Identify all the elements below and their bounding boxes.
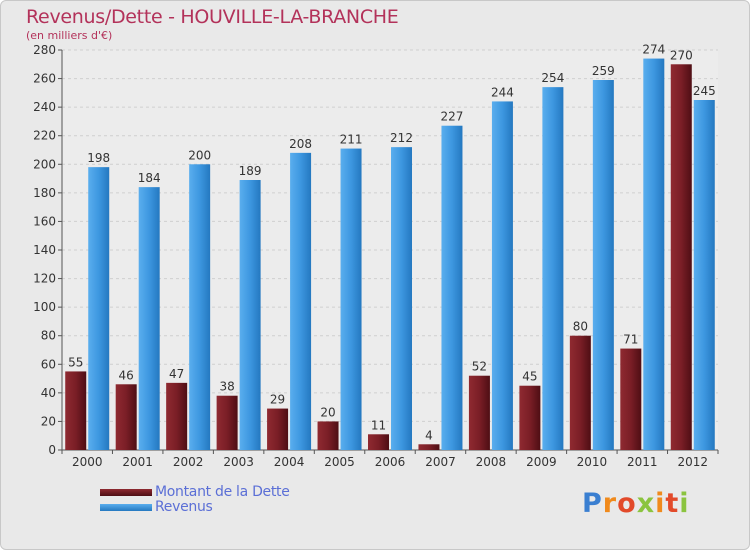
y-tick-label: 280 — [33, 43, 56, 57]
data-label-revenus: 254 — [541, 71, 564, 85]
data-label-dette: 4 — [425, 428, 433, 442]
bar-dette — [65, 371, 87, 450]
data-label-revenus: 245 — [693, 84, 716, 98]
logo-letter: t — [665, 488, 680, 519]
bar-revenus — [239, 180, 261, 450]
logo-letter: i — [679, 488, 690, 519]
legend-swatch-revenus — [100, 504, 152, 511]
bar-revenus — [391, 147, 412, 450]
data-label-revenus: 212 — [390, 131, 413, 145]
legend-swatch-dette — [100, 489, 152, 496]
logo-letter: P — [582, 488, 603, 519]
data-label-dette: 270 — [670, 48, 693, 62]
data-label-dette: 55 — [68, 355, 83, 369]
logo-letter: i — [655, 488, 666, 519]
data-label-revenus: 274 — [642, 43, 665, 57]
bar-dette — [620, 348, 642, 450]
x-tick-label: 2004 — [274, 455, 305, 469]
logo-letter: r — [602, 488, 618, 519]
bar-revenus — [592, 80, 614, 450]
data-label-revenus: 189 — [239, 164, 262, 178]
bar-revenus — [542, 87, 564, 451]
x-tick-label: 2005 — [324, 455, 355, 469]
y-tick-label: 180 — [33, 186, 56, 200]
x-tick-label: 2000 — [72, 455, 103, 469]
data-label-dette: 45 — [522, 370, 537, 384]
data-label-revenus: 227 — [441, 110, 464, 124]
y-tick-label: 20 — [41, 414, 56, 428]
y-tick-label: 220 — [33, 129, 56, 143]
bar-dette — [267, 408, 289, 450]
bar-revenus — [491, 101, 513, 450]
bar-revenus — [693, 100, 715, 450]
y-tick-label: 240 — [33, 100, 56, 114]
bar-dette — [569, 335, 591, 450]
x-tick-label: 2012 — [677, 455, 708, 469]
bar-revenus — [643, 58, 665, 450]
bar-revenus — [441, 125, 463, 450]
y-tick-label: 140 — [33, 243, 56, 257]
bar-dette — [216, 395, 238, 450]
data-label-revenus: 184 — [138, 171, 161, 185]
data-label-dette: 47 — [169, 367, 184, 381]
proxiti-logo: Proxiti — [582, 488, 690, 519]
legend-label-dette: Montant de la Dette — [155, 484, 290, 500]
data-label-revenus: 211 — [340, 133, 363, 147]
data-label-dette: 52 — [472, 360, 487, 374]
bar-revenus — [88, 167, 110, 450]
chart-title: Revenus/Dette - HOUVILLE-LA-BRANCHE — [26, 6, 399, 28]
x-tick-label: 2001 — [122, 455, 153, 469]
x-tick-label: 2010 — [577, 455, 608, 469]
data-label-dette: 29 — [270, 393, 285, 407]
y-tick-label: 80 — [41, 329, 56, 343]
logo-letter: o — [617, 488, 637, 519]
data-label-dette: 38 — [219, 380, 234, 394]
data-label-revenus: 200 — [188, 148, 211, 162]
x-tick-label: 2003 — [223, 455, 254, 469]
bar-dette — [418, 444, 440, 450]
data-label-dette: 46 — [119, 368, 134, 382]
x-tick-label: 2006 — [375, 455, 406, 469]
bar-dette — [166, 382, 188, 450]
data-label-revenus: 244 — [491, 85, 514, 99]
bar-revenus — [189, 164, 211, 451]
chart-subtitle: (en milliers d'€) — [26, 29, 113, 42]
data-label-dette: 71 — [623, 333, 638, 347]
bar-revenus — [340, 148, 362, 451]
bar-dette — [368, 434, 389, 450]
data-label-dette: 11 — [371, 418, 386, 432]
y-tick-label: 0 — [48, 443, 56, 457]
bar-dette — [317, 421, 339, 450]
label-layer: 0204060801001201401601802002202402602805… — [33, 43, 716, 469]
bar-revenus — [290, 152, 312, 450]
bar-dette — [519, 385, 541, 450]
data-label-dette: 80 — [573, 320, 588, 334]
bar-dette — [670, 64, 692, 451]
x-tick-label: 2009 — [526, 455, 557, 469]
data-label-dette: 20 — [320, 405, 335, 419]
x-tick-label: 2002 — [173, 455, 204, 469]
x-tick-label: 2008 — [476, 455, 507, 469]
logo-letter: x — [636, 488, 656, 519]
x-tick-label: 2007 — [425, 455, 456, 469]
y-tick-label: 40 — [41, 386, 56, 400]
x-tick-label: 2011 — [627, 455, 658, 469]
y-tick-label: 160 — [33, 214, 56, 228]
legend-label-revenus: Revenus — [155, 499, 213, 515]
bar-dette — [468, 375, 490, 450]
y-tick-label: 200 — [33, 157, 56, 171]
y-tick-label: 260 — [33, 72, 56, 86]
y-tick-label: 60 — [41, 357, 56, 371]
data-label-revenus: 259 — [592, 64, 615, 78]
y-tick-label: 120 — [33, 272, 56, 286]
data-label-revenus: 208 — [289, 137, 312, 151]
bar-dette — [115, 384, 137, 450]
bar-layer — [65, 58, 715, 451]
y-tick-label: 100 — [33, 300, 56, 314]
data-label-revenus: 198 — [87, 151, 110, 165]
bar-revenus — [138, 187, 160, 450]
